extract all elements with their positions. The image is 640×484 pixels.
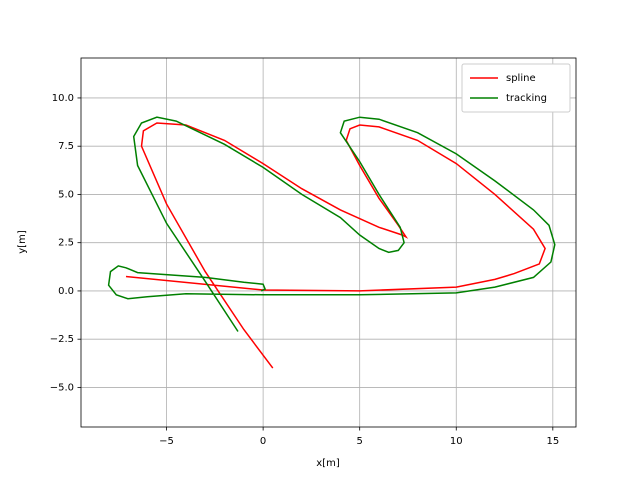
legend-box [461,63,571,113]
x-tick-label: 15 [546,436,559,447]
y-tick-label: 7.5 [58,141,74,152]
series-line [125,122,546,369]
y-tick-label: 10.0 [52,93,74,104]
y-axis-label: y[m] [17,230,28,254]
x-tick-label: −5 [159,436,174,447]
legend-label: spline [506,73,536,84]
y-tick-label: −2.5 [50,334,74,345]
legend-label: tracking [506,93,547,104]
y-tick-label: −5.0 [50,382,74,393]
y-tick-label: 5.0 [58,189,74,200]
series-line [107,116,556,332]
plot-frame [80,57,577,428]
x-tick-label: 10 [450,436,463,447]
x-tick-label: 0 [260,436,266,447]
x-axis-label: x[m] [316,458,340,469]
y-tick-label: 2.5 [58,238,74,249]
y-tick-label: 0.0 [58,286,74,297]
x-tick-label: 5 [357,436,363,447]
